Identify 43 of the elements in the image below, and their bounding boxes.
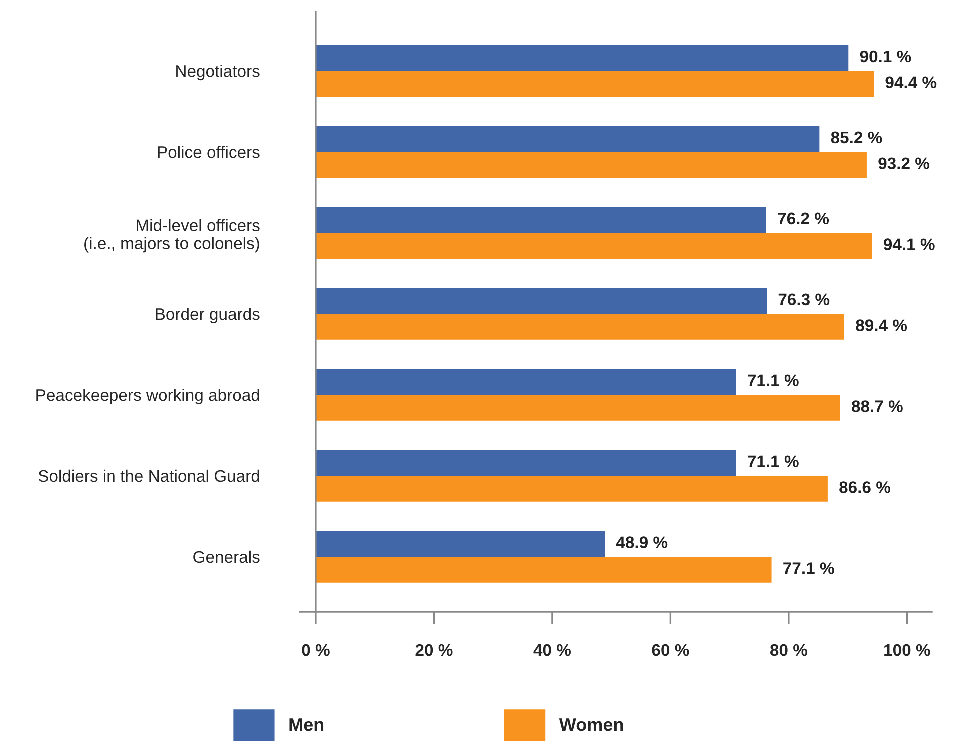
x-tick-label: 20 %: [416, 644, 453, 656]
bar: [316, 288, 768, 314]
bar: [316, 45, 849, 72]
y-tick-label: Negotiators: [176, 65, 260, 81]
x-tick-label: 60 %: [652, 644, 690, 656]
bar: [316, 531, 606, 557]
data-label: 86.6 %: [840, 482, 891, 494]
bar: [316, 394, 840, 421]
x-tick-label: 100 %: [884, 644, 930, 656]
legend-label: Men: [290, 718, 324, 732]
bar: [316, 233, 872, 259]
bar: [316, 126, 820, 152]
bar: [316, 152, 867, 178]
y-tick-label: Peacekeepers working abroad: [36, 388, 260, 404]
y-tick-label: Police officers: [158, 146, 260, 158]
data-label: 88.7 %: [852, 400, 903, 412]
legend-label: Women: [559, 718, 624, 732]
y-tick-label: Generals: [194, 550, 260, 564]
y-tick-label: Mid-level officers (i.e., majors to colonels): [84, 219, 260, 253]
y-tick-label: Border guards: [156, 308, 260, 324]
data-label: 90.1 %: [860, 50, 912, 63]
data-label: 71.1 %: [748, 456, 799, 468]
bar: [316, 556, 772, 583]
data-label: 94.4 %: [886, 76, 937, 89]
data-label: 93.2 %: [878, 158, 930, 170]
y-tick-label: Soldiers in the National Guard: [38, 470, 260, 482]
bar: [316, 369, 736, 395]
x-tick-label: 0 %: [302, 644, 330, 656]
bar: [316, 476, 828, 502]
bar: [316, 450, 736, 476]
x-tick-label: 40 %: [534, 644, 571, 656]
bar: [316, 207, 766, 234]
data-label: 85.2 %: [831, 132, 882, 144]
data-label: 76.2 %: [778, 212, 830, 225]
data-label: 89.4 %: [856, 320, 908, 332]
data-label: 94.1 %: [884, 238, 935, 250]
data-label: 76.3 %: [778, 294, 830, 306]
bar: [316, 71, 874, 98]
data-label: 71.1 %: [748, 374, 799, 386]
data-label: 77.1 %: [784, 562, 834, 574]
bar: [316, 314, 844, 340]
x-tick-label: 80 %: [770, 644, 808, 656]
data-label: 48.9 %: [616, 536, 668, 548]
